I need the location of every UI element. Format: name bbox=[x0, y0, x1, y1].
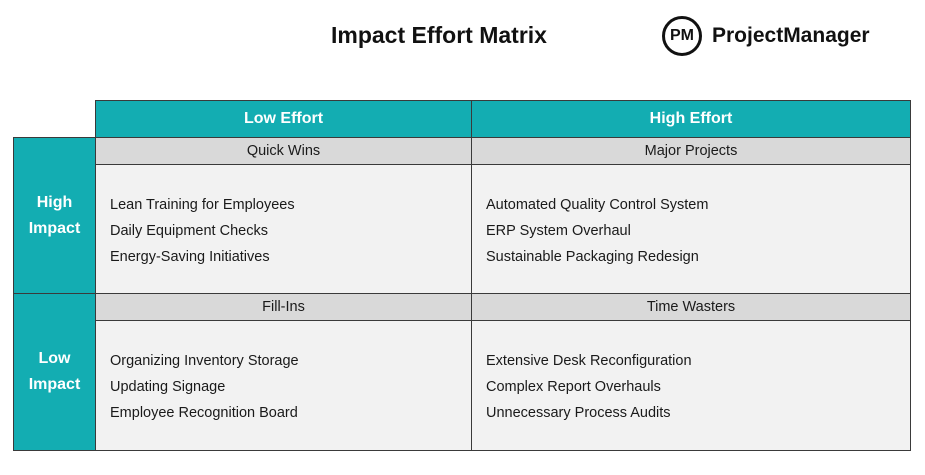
quadrant-label-quick-wins: Quick Wins bbox=[95, 137, 472, 165]
row-header-high-impact-line2: Impact bbox=[28, 219, 81, 237]
list-item: Organizing Inventory Storage bbox=[110, 353, 299, 369]
row-header-low-impact-line2: Impact bbox=[28, 376, 81, 393]
list-item: ERP System Overhaul bbox=[486, 223, 631, 239]
list-item: Daily Equipment Checks bbox=[110, 223, 268, 239]
quadrant-label-time-wasters: Time Wasters bbox=[471, 293, 911, 321]
projectmanager-logo: PM ProjectManager bbox=[662, 16, 870, 56]
row-header-low-impact-line1: Low bbox=[38, 350, 71, 367]
list-item: Lean Training for Employees bbox=[110, 197, 295, 213]
list-item: Extensive Desk Reconfiguration bbox=[486, 353, 692, 369]
quadrant-fill-ins: Organizing Inventory Storage Updating Si… bbox=[95, 320, 472, 451]
list-item: Automated Quality Control System bbox=[486, 197, 709, 213]
quadrant-quick-wins: Lean Training for Employees Daily Equipm… bbox=[95, 164, 472, 294]
list-item: Energy-Saving Initiatives bbox=[110, 249, 270, 265]
list-item: Complex Report Overhauls bbox=[486, 379, 661, 395]
row-header-high-impact-line1: High bbox=[36, 193, 73, 211]
column-header-high-effort: High Effort bbox=[471, 100, 911, 138]
column-header-low-effort: Low Effort bbox=[95, 100, 472, 138]
impact-effort-matrix: Low Effort High Effort High Impact Low I… bbox=[13, 100, 911, 451]
pm-logo-icon: PM bbox=[662, 16, 702, 56]
list-item: Employee Recognition Board bbox=[110, 405, 298, 421]
quadrant-time-wasters: Extensive Desk Reconfiguration Complex R… bbox=[471, 320, 911, 451]
quadrant-major-projects: Automated Quality Control System ERP Sys… bbox=[471, 164, 911, 294]
page-title: Impact Effort Matrix bbox=[331, 22, 547, 48]
quadrant-label-fill-ins: Fill-Ins bbox=[95, 293, 472, 321]
quadrant-label-major-projects: Major Projects bbox=[471, 137, 911, 165]
list-item: Unnecessary Process Audits bbox=[486, 405, 671, 421]
list-item: Updating Signage bbox=[110, 379, 226, 395]
row-header-high-impact: High Impact bbox=[13, 137, 96, 294]
list-item: Sustainable Packaging Redesign bbox=[486, 249, 699, 265]
logo-name: ProjectManager bbox=[712, 24, 870, 47]
row-header-low-impact: Low Impact bbox=[13, 293, 96, 451]
